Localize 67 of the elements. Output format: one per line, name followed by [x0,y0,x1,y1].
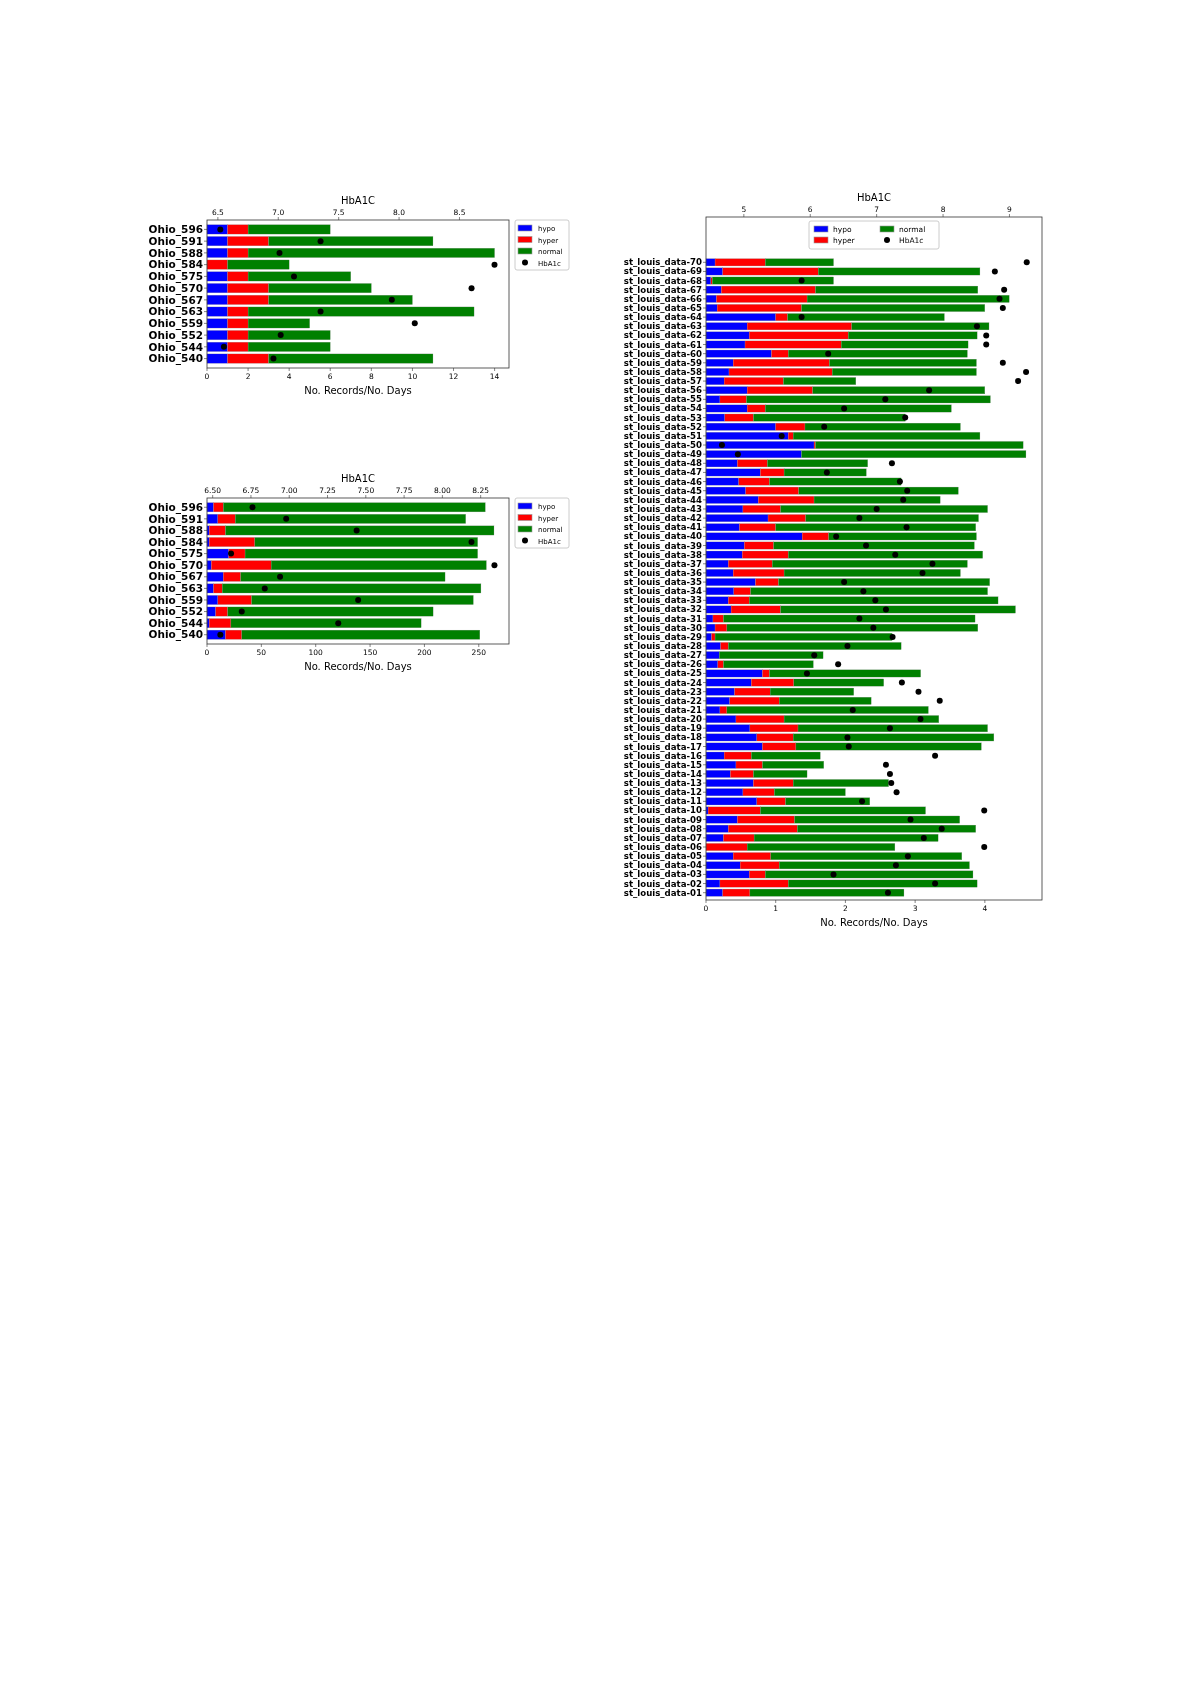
y-tick-label: Ohio_570 [148,281,203,295]
y-tick-label: Ohio_544 [148,616,203,630]
y-tick-label: Ohio_567 [148,293,203,307]
y-tick-label: Ohio_591 [148,512,203,526]
y-tick-label: Ohio_575 [148,270,203,284]
y-tick-label: st_louis_data-67 [623,284,703,295]
y-tick-label: Ohio_559 [148,317,203,331]
y-tick-label: Ohio_567 [148,570,203,584]
y-tick-label: Ohio_575 [148,547,203,561]
y-tick-label: Ohio_559 [148,593,203,607]
y-tick-label: Ohio_596 [148,223,203,237]
x-axis-title: No. Records/No. Days [820,917,928,928]
y-tick-label: st_louis_data-59 [623,357,703,368]
y-tick-label: Ohio_584 [148,535,203,549]
y-tick-label: st_louis_data-70 [623,257,703,268]
y-tick-label: st_louis_data-07 [623,832,703,843]
y-tick-label: Ohio_552 [148,605,203,619]
y-tick-label: st_louis_data-45 [623,485,703,496]
x2-axis-title: HbA1C [340,195,376,206]
y-tick-label: st_louis_data-36 [623,567,703,578]
x2-axis-title: HbA1C [340,473,376,484]
y-tick-label: st_louis_data-01 [623,887,703,898]
y-tick-label: st_louis_data-35 [623,577,703,588]
y-tick-label: Ohio_570 [148,558,203,572]
y-tick-label: st_louis_data-44 [623,494,703,505]
y-tick-label: st_louis_data-31 [623,613,703,624]
y-tick-label: st_louis_data-29 [623,631,703,642]
y-tick-label: st_louis_data-66 [623,293,703,304]
y-tick-label: Ohio_563 [148,582,203,596]
y-tick-label: st_louis_data-21 [623,704,703,715]
y-tick-label: Ohio_552 [148,328,203,342]
y-tick-label: st_louis_data-20 [623,714,703,725]
x-axis-title: No. Records/No. Days [304,661,412,672]
y-tick-label: Ohio_540 [148,352,203,366]
y-tick-label: st_louis_data-51 [623,430,703,441]
y-tick-label: st_louis_data-23 [623,686,703,697]
y-tick-label: Ohio_563 [148,305,203,319]
y-tick-label: st_louis_data-58 [623,366,703,377]
y-tick-label: st_louis_data-43 [623,503,703,514]
y-tick-label: st_louis_data-13 [623,778,703,789]
y-tick-label: st_louis_data-60 [623,348,703,359]
y-tick-label: Ohio_584 [148,258,203,272]
y-tick-label: st_louis_data-30 [623,622,703,633]
y-tick-label: st_louis_data-37 [623,558,703,569]
y-tick-label: st_louis_data-42 [623,513,703,524]
y-tick-label: st_louis_data-06 [623,842,703,853]
y-tick-label: Ohio_544 [148,340,203,354]
y-tick-label: Ohio_591 [148,234,203,248]
x-axis-title: No. Records/No. Days [304,385,412,396]
y-tick-label: st_louis_data-16 [623,750,703,761]
y-tick-label: st_louis_data-52 [623,421,703,432]
y-tick-label: st_louis_data-22 [623,695,703,706]
y-tick-label: Ohio_588 [148,524,203,538]
y-tick-label: st_louis_data-28 [623,641,703,652]
y-tick-label: st_louis_data-38 [623,549,703,560]
y-tick-label: st_louis_data-14 [623,768,703,779]
y-tick-label: Ohio_588 [148,246,203,260]
y-tick-label: Ohio_540 [148,628,203,642]
x2-axis-title: HbA1C [856,192,892,203]
y-tick-label: st_louis_data-57 [623,376,703,387]
y-tick-label: st_louis_data-08 [623,823,703,834]
y-tick-label: st_louis_data-15 [623,759,703,770]
y-tick-label: st_louis_data-53 [623,412,703,423]
y-tick-label: st_louis_data-64 [623,312,703,323]
y-tick-label: st_louis_data-50 [623,440,703,451]
y-tick-label: st_louis_data-65 [623,303,703,313]
y-tick-label: Ohio_596 [148,500,203,514]
